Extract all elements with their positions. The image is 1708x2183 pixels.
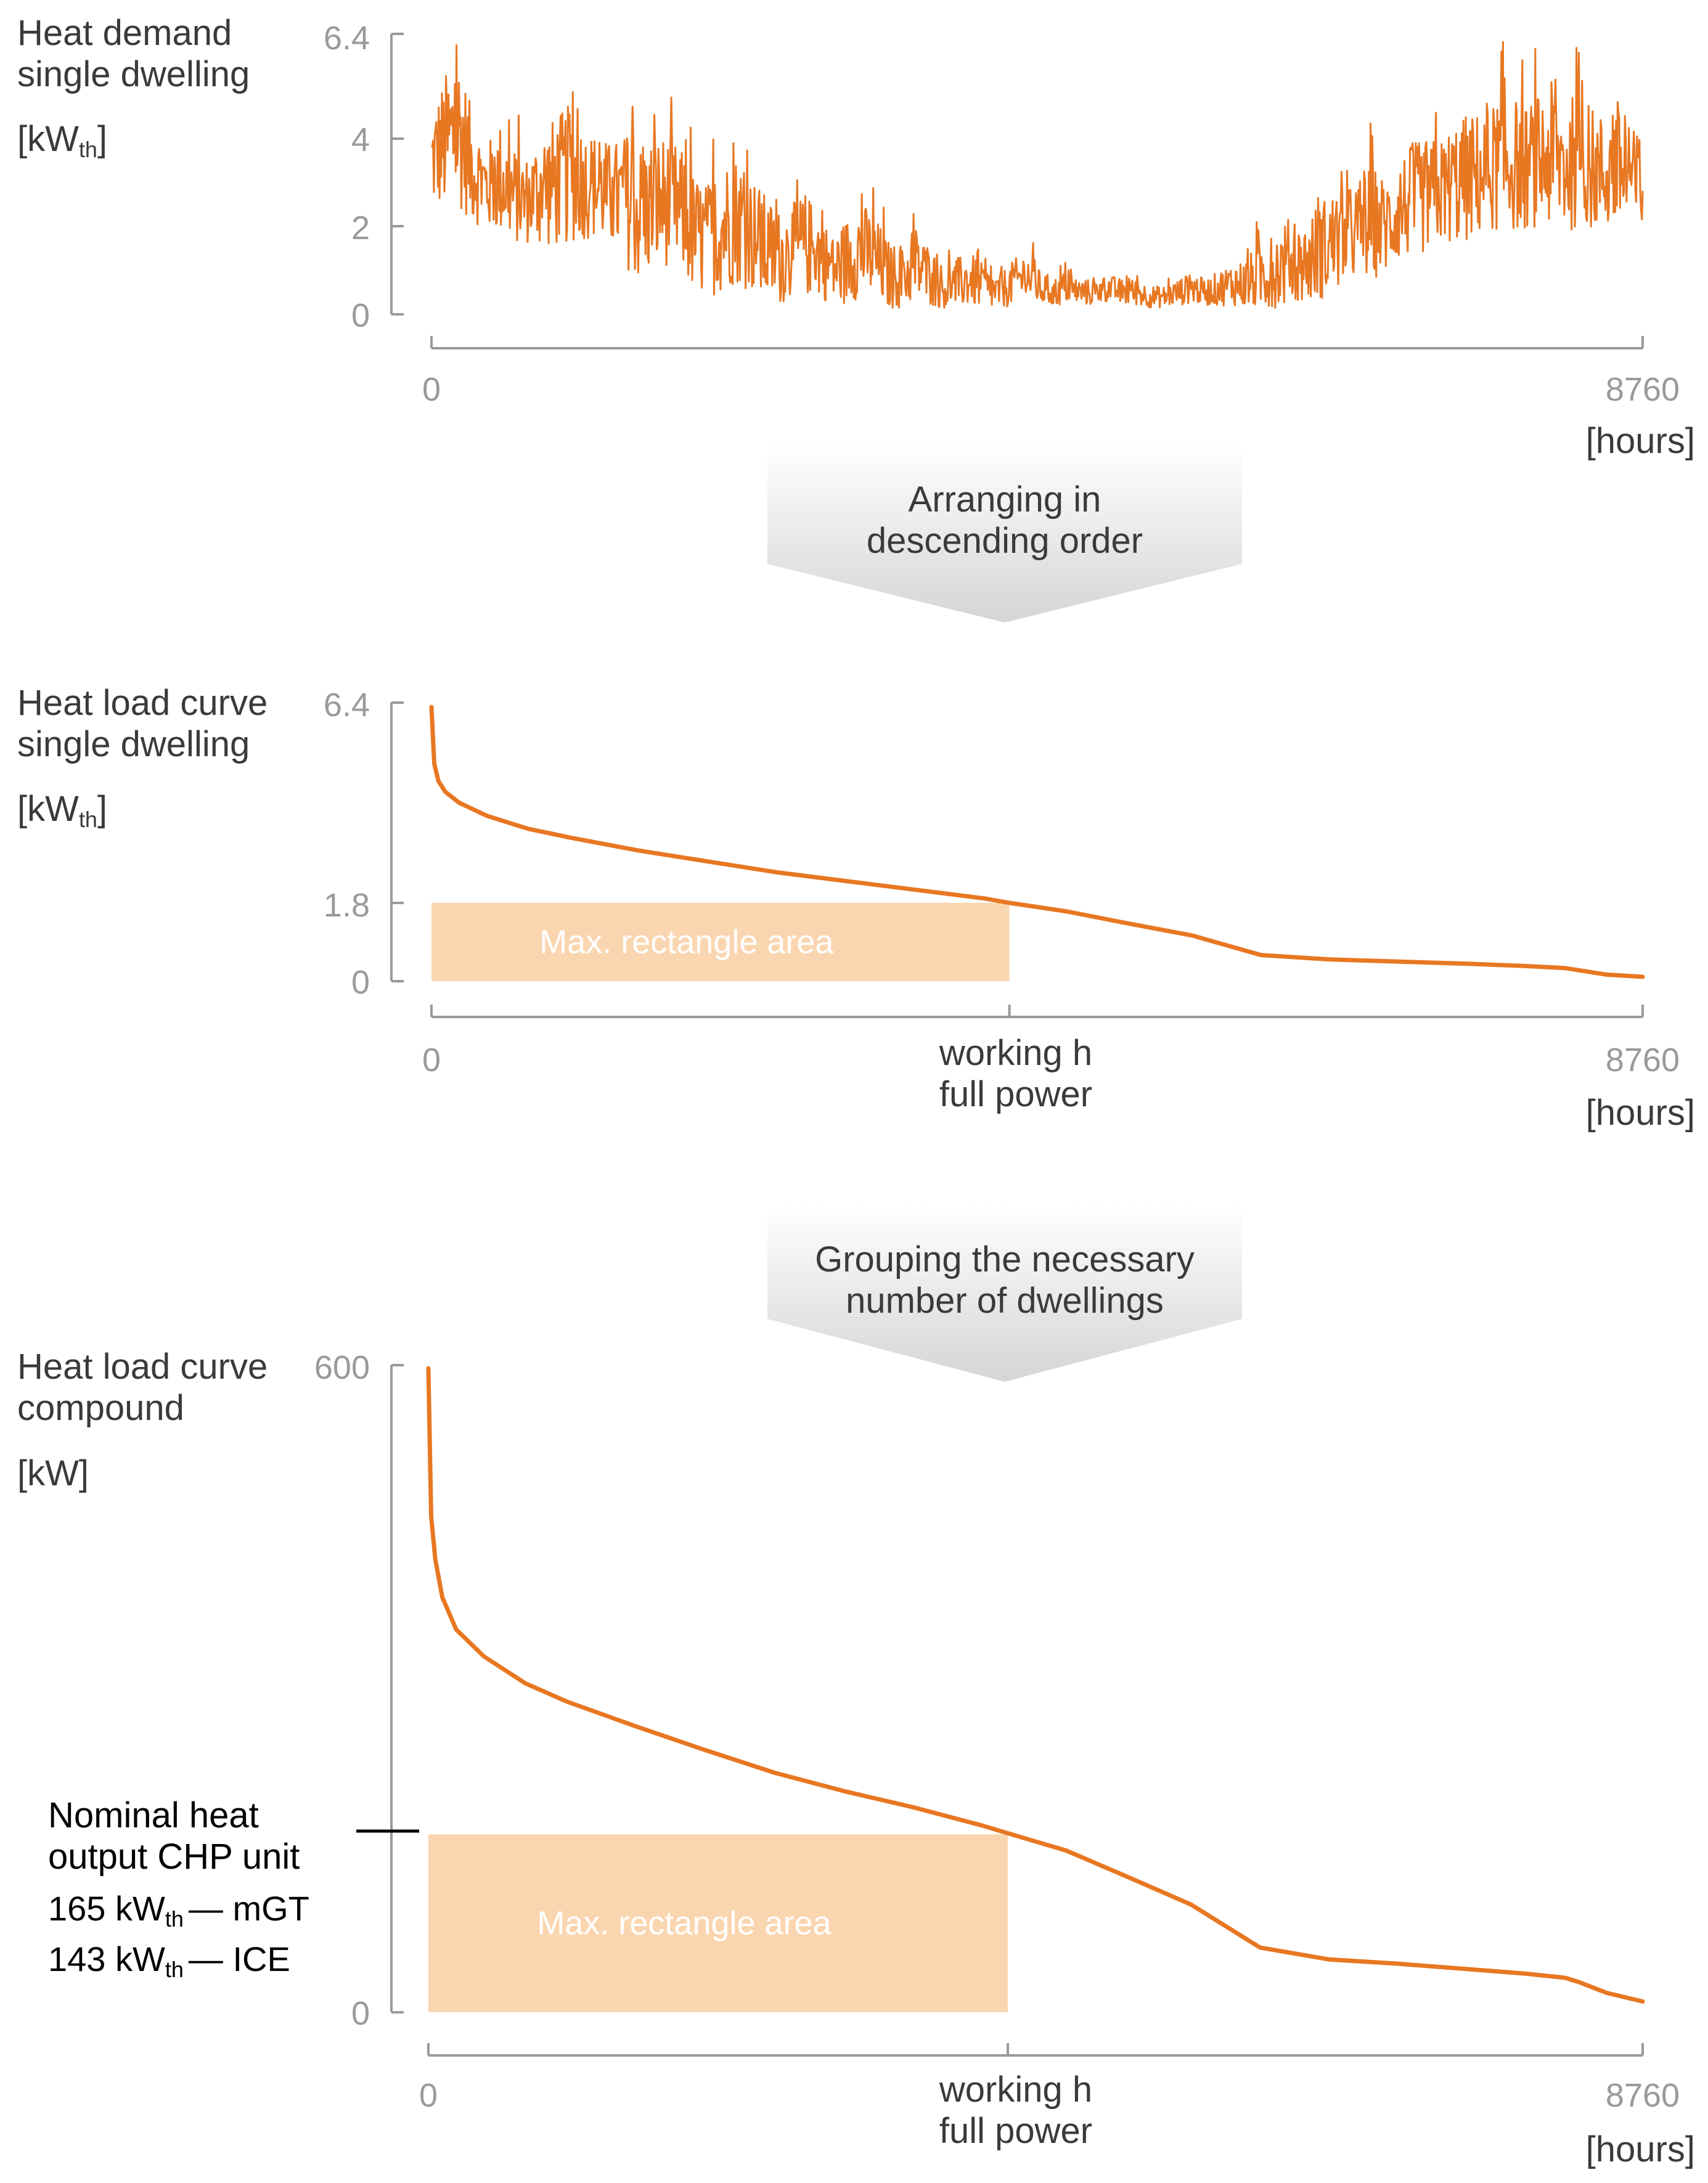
nominal-row-mgt: 165 kWth — mGT: [48, 1889, 309, 1932]
chart1-x-axis: [430, 336, 1644, 349]
chart3-ytick-600: 600: [314, 1349, 370, 1386]
nominal-title-line1: Nominal heat: [48, 1795, 259, 1835]
chart2-xtick-0: 0: [422, 1042, 441, 1079]
chart3-xtick-8760: 8760: [1606, 2077, 1680, 2114]
chart2-max-rectangle: [431, 902, 1010, 981]
chart3-max-rectangle: [428, 1834, 1008, 2012]
chart1-ytick-6.4: 6.4: [324, 20, 370, 57]
chart2-xtick-8760: 8760: [1606, 1042, 1680, 1079]
chart-heat-load-compound: Heat load curve compound [kW] 600 0 Max.…: [17, 1347, 1695, 2169]
chart2-x-unit: [hours]: [1586, 1093, 1695, 1133]
chart3-x-axis: [427, 2043, 1644, 2057]
chart1-ytick-4: 4: [351, 121, 370, 158]
chart2-marker-label-line1: working h: [939, 1033, 1092, 1073]
chart2-title-line2: single dwelling: [17, 724, 250, 764]
chart3-y-axis: [390, 1364, 404, 2014]
arrow2-line1: Grouping the necessary: [815, 1239, 1195, 1279]
chart1-ytick-2: 2: [351, 210, 370, 247]
chart2-rectangle-label: Max. rectangle area: [539, 923, 834, 960]
nominal-title-line2: output CHP unit: [48, 1837, 300, 1877]
chart3-x-unit: [hours]: [1586, 2129, 1695, 2169]
chart1-y-axis: [390, 33, 404, 316]
nominal-output-annotation: Nominal heat output CHP unit 165 kWth — m…: [48, 1795, 309, 1982]
chart2-title-line1: Heat load curve: [17, 683, 268, 723]
chart2-x-axis: [430, 1005, 1644, 1018]
chart1-unit: [kWth]: [17, 119, 107, 162]
chart3-xtick-0: 0: [419, 2077, 438, 2114]
arrow2-line2: number of dwellings: [846, 1281, 1164, 1321]
process-arrow-1: Arranging in descending order: [767, 444, 1242, 622]
chart2-y-axis: [390, 701, 404, 982]
chart1-title-line2: single dwelling: [17, 54, 250, 94]
chart1-plot-area: [430, 41, 1644, 309]
chart1-xtick-8760: 8760: [1606, 371, 1680, 408]
chart1-demand-series: [430, 41, 1644, 309]
chart-heat-demand: Heat demand single dwelling [kWth] 6.4 4…: [17, 13, 1695, 461]
chart3-rectangle-label: Max. rectangle area: [537, 1905, 832, 1942]
chart2-ytick-6.4: 6.4: [324, 687, 370, 724]
chart3-marker-label-line1: working h: [939, 2070, 1092, 2110]
chart1-title-line1: Heat demand: [17, 13, 232, 53]
chart2-unit: [kWth]: [17, 789, 107, 832]
process-arrow-2: Grouping the necessary number of dwellin…: [767, 1205, 1242, 1382]
chart2-load-curve: [429, 704, 1645, 979]
chart1-ytick-0: 0: [351, 297, 370, 334]
chart1-xtick-0: 0: [422, 371, 441, 408]
chart3-title-line1: Heat load curve: [17, 1347, 268, 1387]
chart3-marker-label-line2: full power: [939, 2111, 1092, 2151]
arrow1-line2: descending order: [867, 521, 1143, 561]
chart3-unit: [kW]: [17, 1453, 89, 1493]
chart2-ytick-0: 0: [351, 964, 370, 1001]
chart2-ytick-1.8: 1.8: [324, 887, 370, 924]
arrow1-line1: Arranging in: [909, 479, 1101, 520]
chart3-ytick-0: 0: [351, 1995, 370, 2032]
chart1-x-unit: [hours]: [1586, 421, 1695, 461]
chart2-marker-label-line2: full power: [939, 1074, 1092, 1114]
chart3-load-curve: [426, 1366, 1645, 2004]
nominal-row-ice: 143 kWth — ICE: [48, 1940, 290, 1982]
chart-heat-load-single: Heat load curve single dwelling [kWth] 6…: [17, 683, 1695, 1133]
chart3-title-line2: compound: [17, 1388, 184, 1428]
